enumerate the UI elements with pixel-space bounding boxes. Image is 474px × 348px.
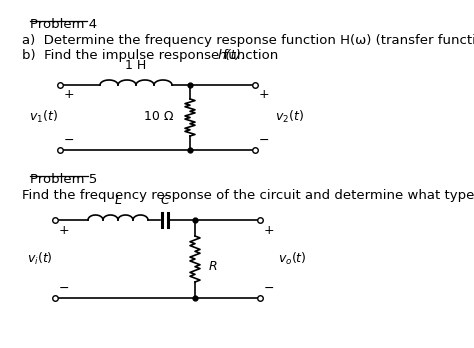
Text: b)  Find the impulse response function: b) Find the impulse response function (22, 49, 283, 62)
Text: $v_o(t)$: $v_o(t)$ (278, 251, 307, 267)
Text: $v_1(t)$: $v_1(t)$ (29, 109, 58, 125)
Text: $v_2(t)$: $v_2(t)$ (275, 109, 304, 125)
Text: +: + (259, 88, 270, 102)
Text: $v_i(t)$: $v_i(t)$ (27, 251, 53, 267)
Text: −: − (64, 134, 74, 147)
Text: +: + (64, 88, 74, 102)
Text: −: − (59, 282, 70, 294)
Text: +: + (59, 223, 70, 237)
Text: 1 H: 1 H (126, 59, 146, 72)
Text: R: R (209, 261, 218, 274)
Text: −: − (259, 134, 270, 147)
Text: −: − (264, 282, 274, 294)
Text: Problem 4: Problem 4 (30, 18, 97, 31)
Text: h(t).: h(t). (218, 49, 246, 62)
Text: Problem 5: Problem 5 (30, 173, 97, 186)
Text: a)  Determine the frequency response function H(ω) (transfer function in frequen: a) Determine the frequency response func… (22, 34, 474, 47)
Text: C: C (161, 194, 169, 207)
Text: Find the frequency response of the circuit and determine what type of ideal filt: Find the frequency response of the circu… (22, 189, 474, 202)
Text: +: + (264, 223, 274, 237)
Text: 10 Ω: 10 Ω (145, 111, 174, 124)
Text: L: L (115, 194, 121, 207)
